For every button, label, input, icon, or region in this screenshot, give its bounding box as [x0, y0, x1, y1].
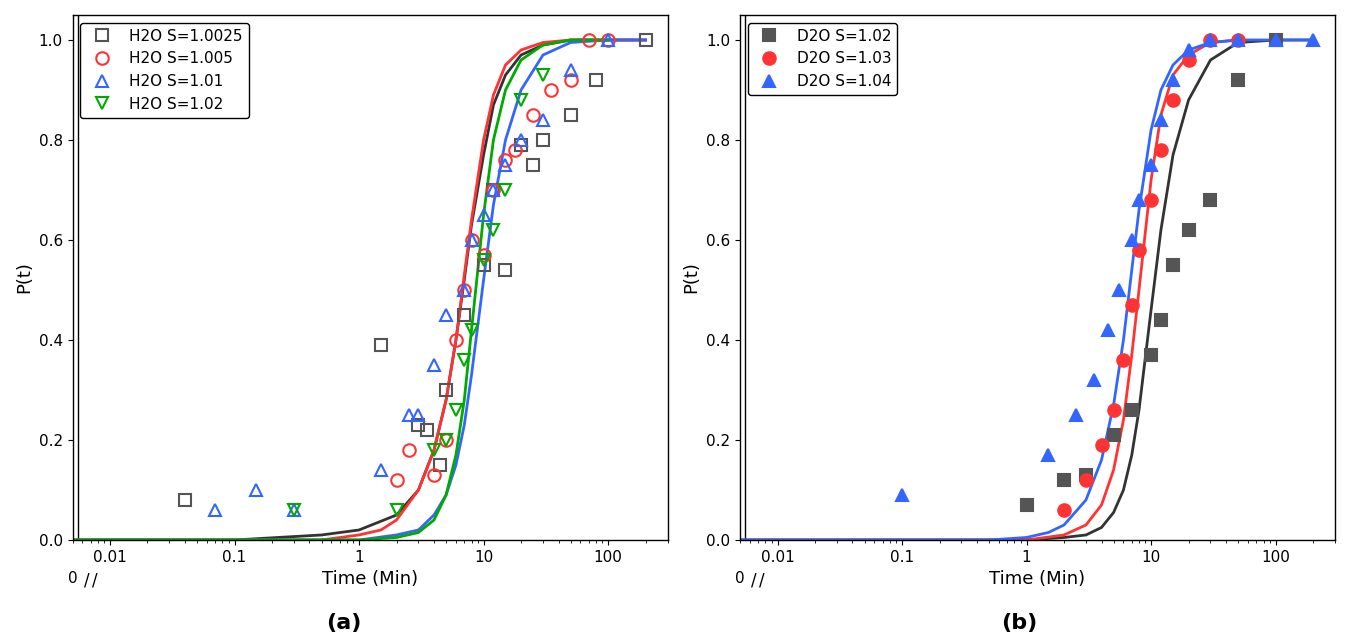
- Legend: H2O S=1.0025, H2O S=1.005, H2O S=1.01, H2O S=1.02: H2O S=1.0025, H2O S=1.005, H2O S=1.01, H…: [80, 23, 248, 117]
- Text: 0: 0: [68, 572, 77, 587]
- Y-axis label: P(t): P(t): [15, 262, 32, 293]
- Text: (b): (b): [1002, 613, 1037, 632]
- Text: (a): (a): [327, 613, 362, 632]
- Y-axis label: P(t): P(t): [683, 262, 701, 293]
- Text: 0: 0: [736, 572, 745, 587]
- Text: /: /: [92, 572, 97, 589]
- Text: /: /: [759, 572, 764, 589]
- Legend: D2O S=1.02, D2O S=1.03, D2O S=1.04: D2O S=1.02, D2O S=1.03, D2O S=1.04: [748, 23, 898, 95]
- Text: /: /: [84, 572, 89, 589]
- Text: /: /: [752, 572, 757, 589]
- X-axis label: Time (Min): Time (Min): [321, 570, 418, 588]
- X-axis label: Time (Min): Time (Min): [990, 570, 1085, 588]
